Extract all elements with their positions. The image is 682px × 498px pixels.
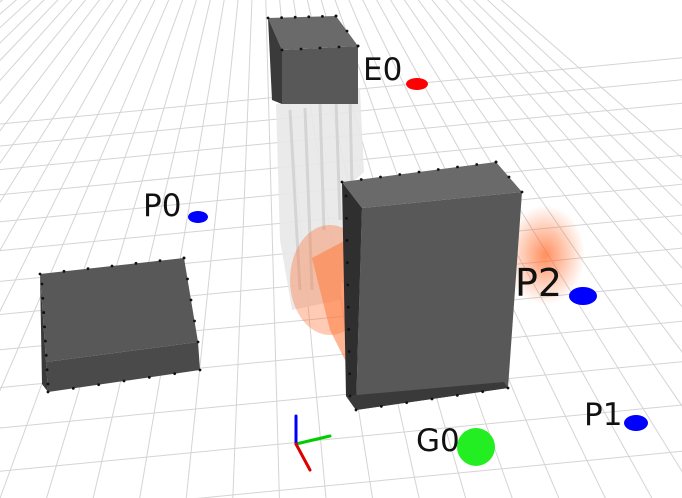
P1-marker-dot[interactable] — [624, 415, 648, 431]
vertex-dot — [44, 354, 48, 357]
vertex-dot — [359, 178, 363, 181]
vertex-dot — [354, 408, 358, 412]
vertex-dot — [321, 15, 324, 18]
vertex-dot — [318, 46, 322, 50]
vertex-dot — [182, 256, 186, 260]
vertex-markers — [38, 14, 524, 412]
vertex-dot — [186, 277, 189, 281]
marker-G0[interactable]: G0 — [416, 423, 495, 466]
vertex-dot — [38, 272, 42, 276]
vertex-dot — [348, 394, 352, 398]
P2-label: P2 — [515, 261, 562, 305]
vertex-dot — [45, 368, 49, 372]
vertex-dot — [110, 264, 114, 268]
vertex-dot — [455, 393, 459, 397]
vertex-dot — [280, 48, 284, 52]
vertex-dot — [379, 175, 382, 179]
vertex-dot — [520, 190, 524, 194]
vertex-dot — [71, 386, 75, 390]
E0-label: E0 — [363, 52, 402, 88]
vertex-dot — [494, 160, 498, 164]
vertex-dot — [334, 14, 338, 18]
vertex-dot — [193, 319, 196, 323]
vertex-dot — [481, 390, 485, 394]
vertex-dot — [356, 44, 360, 48]
vertex-dot — [40, 282, 44, 286]
vertex-dot — [198, 368, 202, 372]
vertex-dot — [345, 216, 348, 220]
vertex-dot — [280, 16, 283, 19]
vertex-dot — [337, 45, 341, 49]
vertex-dot — [347, 350, 351, 353]
vertex-dot — [293, 15, 297, 19]
vertex-dot — [417, 170, 421, 174]
vertex-dot — [44, 339, 47, 343]
P0-label: P0 — [143, 188, 181, 224]
P2-marker-dot[interactable] — [569, 287, 597, 305]
marker-P0[interactable]: P0 — [143, 188, 208, 224]
vertex-dot — [62, 269, 66, 273]
marker-P1[interactable]: P1 — [584, 397, 648, 433]
x-axis-line — [294, 434, 332, 446]
front-block-obstacle[interactable] — [342, 162, 522, 410]
vertex-dot — [266, 16, 270, 20]
vertex-dot — [345, 29, 349, 33]
vertex-dot — [348, 372, 351, 376]
vertex-dot — [42, 311, 46, 314]
left-slab-obstacle[interactable] — [40, 258, 200, 392]
vertex-dot — [46, 382, 50, 386]
vertex-dot — [41, 296, 45, 300]
vertex-dot — [346, 283, 350, 287]
vertex-dot — [43, 325, 46, 329]
vertex-dot — [134, 261, 138, 265]
vertex-dot — [344, 194, 348, 198]
P0-marker-dot[interactable] — [188, 211, 208, 223]
vertex-dot — [307, 15, 311, 19]
P1-label: P1 — [584, 397, 622, 433]
vertex-dot — [46, 390, 50, 394]
G0-label: G0 — [416, 423, 460, 459]
vertex-dot — [475, 163, 479, 166]
vertex-dot — [97, 383, 101, 387]
vertex-dot — [86, 267, 90, 271]
vertex-dot — [158, 259, 162, 263]
vertex-dot — [340, 180, 344, 184]
G0-marker-dot[interactable] — [457, 428, 495, 466]
z-axis-line — [294, 442, 312, 472]
vertex-dot — [379, 404, 383, 408]
vertex-dot — [147, 375, 151, 379]
marker-E0[interactable]: E0 — [363, 52, 428, 90]
E0-marker-dot[interactable] — [406, 78, 428, 90]
vertex-dot — [299, 47, 303, 51]
vertex-dot — [122, 379, 126, 383]
tall-tower-obstacle[interactable] — [268, 16, 358, 104]
vertex-dot — [507, 175, 511, 179]
vertex-dot — [345, 261, 349, 265]
vertex-dot — [456, 165, 459, 169]
vertex-dot — [196, 340, 200, 344]
axes-gizmo — [294, 414, 332, 472]
vertex-dot — [345, 239, 349, 242]
vertex-dot — [430, 397, 434, 401]
vertex-dot — [405, 401, 409, 405]
vertex-dot — [398, 173, 402, 176]
vertex-dot — [436, 168, 440, 171]
vertex-dot — [173, 372, 177, 376]
vertex-dot — [346, 305, 350, 309]
vertex-dot — [189, 298, 193, 302]
marker-P2[interactable]: P2 — [515, 261, 597, 305]
vertex-dot — [347, 327, 351, 331]
vertex-dot — [506, 386, 510, 390]
